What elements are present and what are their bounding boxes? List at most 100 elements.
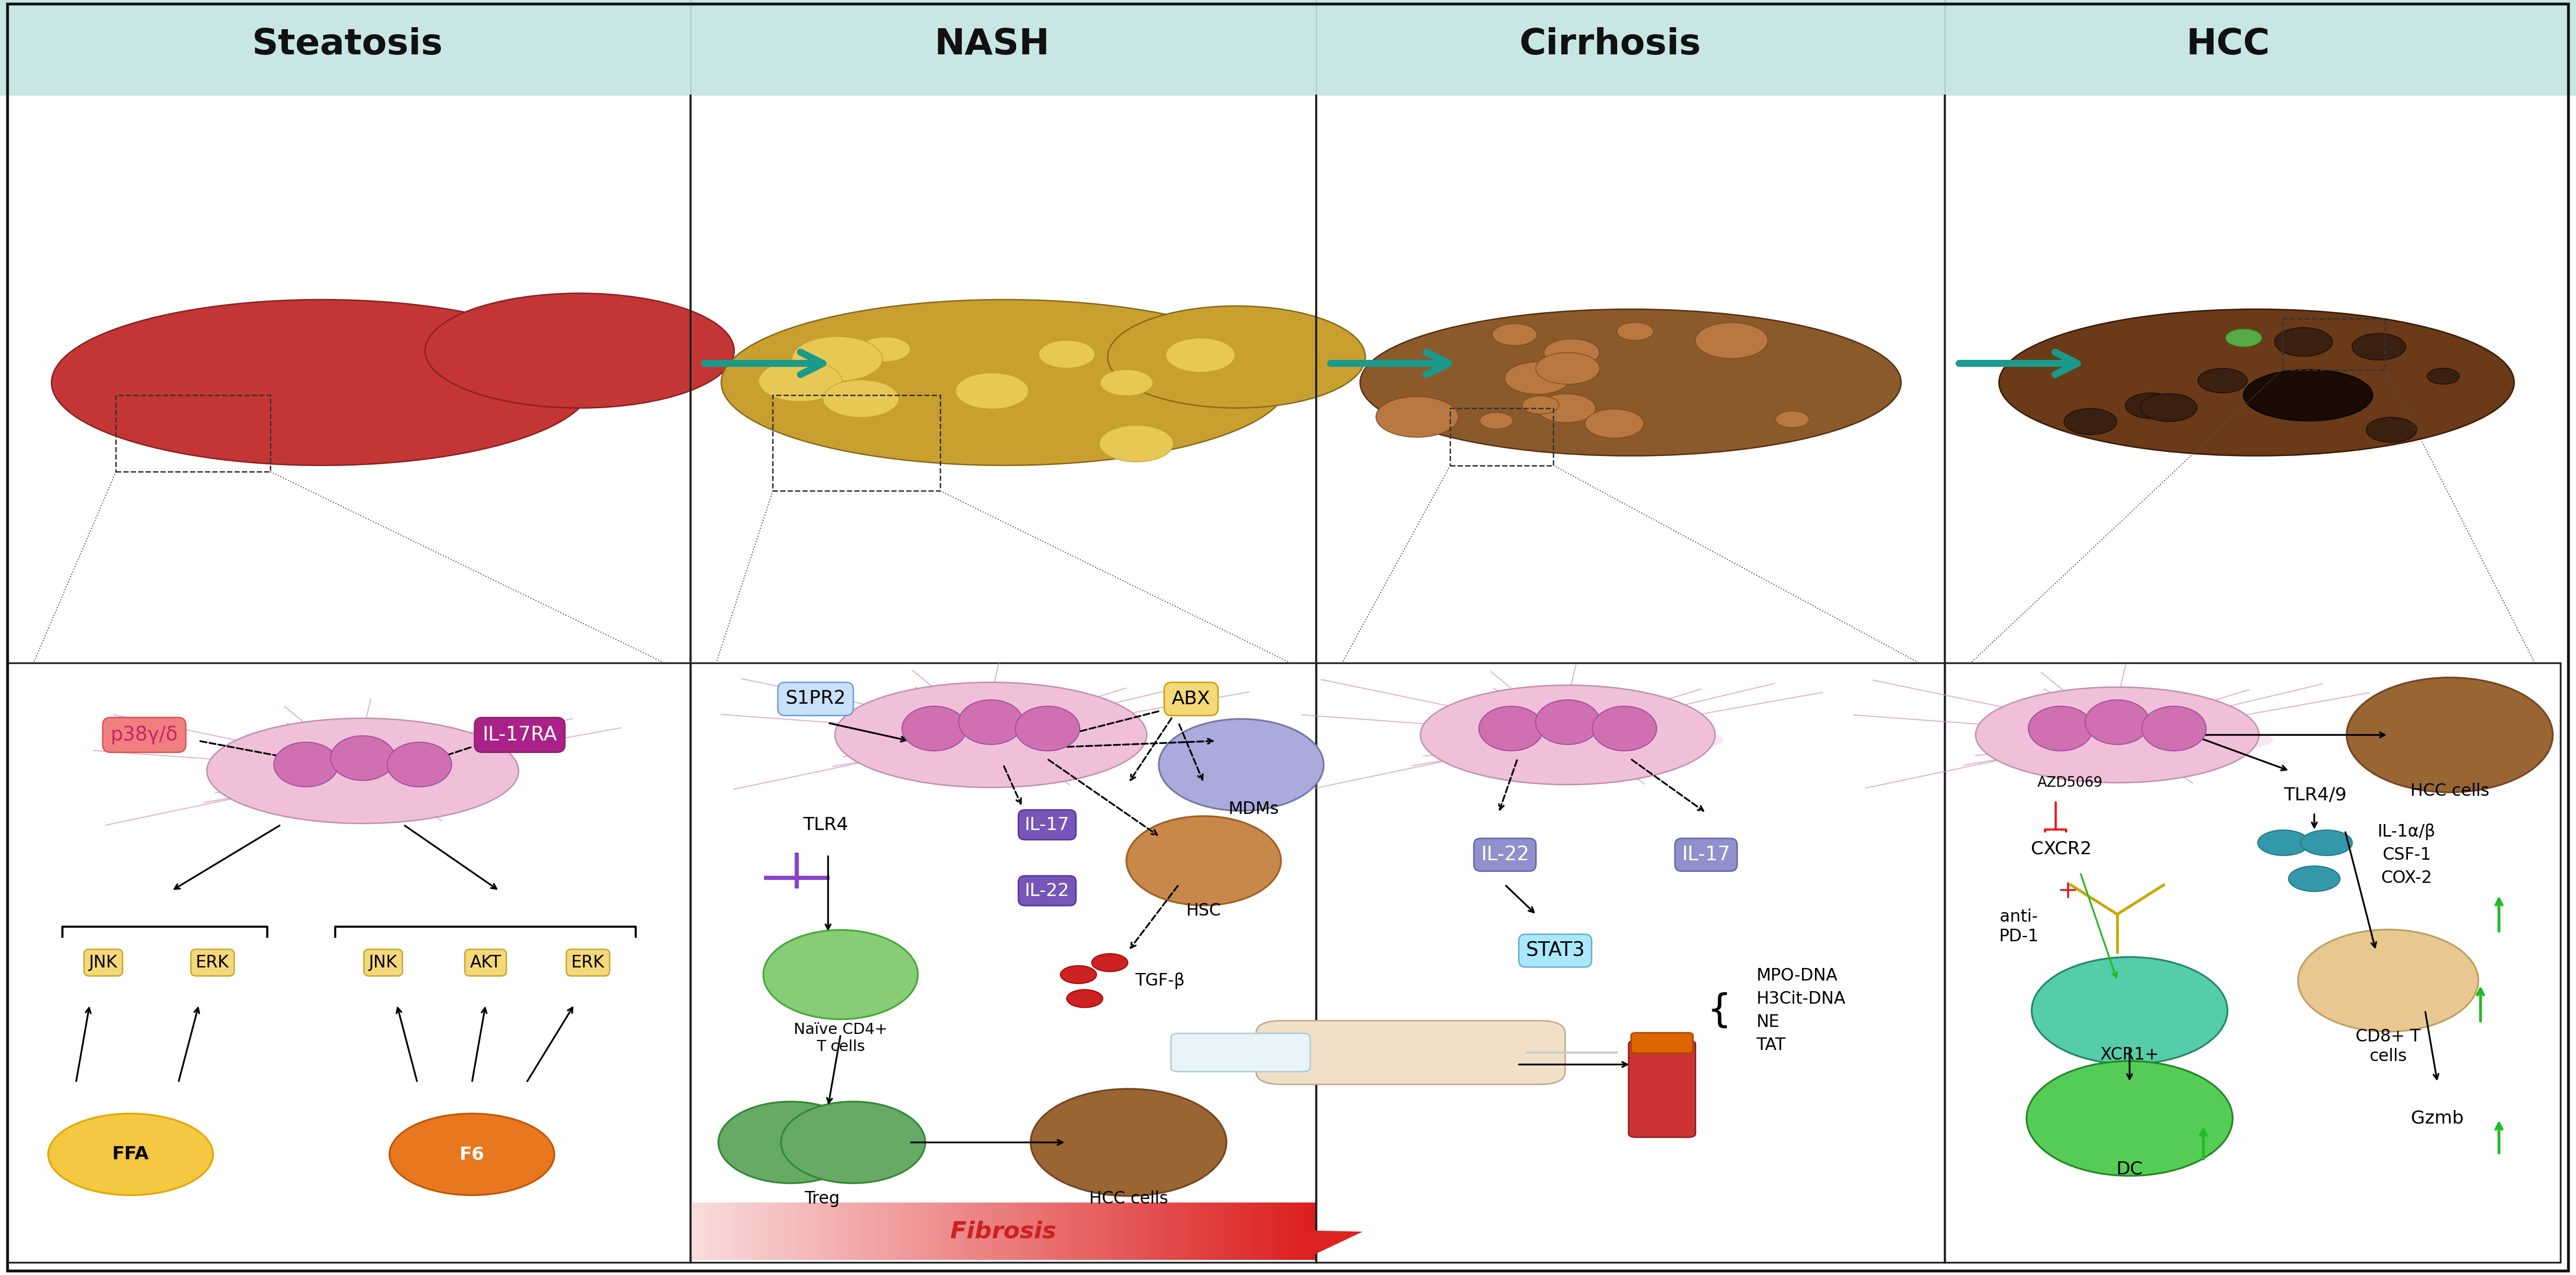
Bar (734, 1202, 737, 1260)
Ellipse shape (2084, 700, 2148, 745)
Bar (853, 1202, 858, 1260)
Bar (1262, 1202, 1265, 1260)
Bar (809, 1202, 814, 1260)
Text: Steatosis: Steatosis (252, 27, 443, 62)
Bar (1198, 1202, 1200, 1260)
Circle shape (791, 337, 884, 381)
Bar (943, 1202, 945, 1260)
Ellipse shape (2045, 718, 2092, 734)
Ellipse shape (1030, 1089, 1226, 1196)
Bar (819, 1202, 822, 1260)
Text: NASH: NASH (935, 27, 1048, 62)
Bar (724, 1202, 729, 1260)
Circle shape (1522, 395, 1558, 414)
Bar (837, 1202, 842, 1260)
Bar (1226, 1202, 1229, 1260)
Bar (1278, 1202, 1283, 1260)
Text: Treg: Treg (804, 1191, 840, 1207)
Bar (1136, 1202, 1141, 1260)
Ellipse shape (781, 1102, 925, 1183)
Ellipse shape (1159, 719, 1324, 811)
Text: JNK: JNK (368, 954, 397, 972)
Bar (974, 1202, 976, 1260)
Ellipse shape (762, 929, 917, 1019)
Bar (842, 1202, 845, 1260)
Bar (876, 1202, 878, 1260)
Bar (778, 1202, 781, 1260)
Bar (1208, 1202, 1213, 1260)
Bar (744, 1202, 747, 1260)
Bar (845, 1202, 848, 1260)
FancyBboxPatch shape (1631, 1033, 1692, 1053)
Ellipse shape (350, 768, 412, 788)
Bar (804, 1202, 806, 1260)
Ellipse shape (2141, 706, 2205, 751)
Bar (1180, 1202, 1185, 1260)
Ellipse shape (2027, 706, 2092, 751)
Ellipse shape (2032, 958, 2228, 1065)
Bar (948, 1202, 951, 1260)
Ellipse shape (2192, 740, 2254, 754)
Circle shape (1100, 426, 1172, 462)
Bar (1064, 1202, 1069, 1260)
Bar (729, 1202, 732, 1260)
Ellipse shape (721, 300, 1288, 465)
Circle shape (1376, 397, 1458, 437)
Ellipse shape (902, 706, 966, 751)
Bar (1051, 1202, 1056, 1260)
Ellipse shape (1623, 729, 1723, 750)
Circle shape (1504, 362, 1569, 394)
Circle shape (822, 380, 899, 417)
Bar (1154, 1202, 1157, 1260)
Ellipse shape (394, 738, 479, 759)
Bar (775, 1202, 778, 1260)
Bar (1121, 1202, 1126, 1260)
Bar (714, 1202, 716, 1260)
Bar (987, 1202, 989, 1260)
Ellipse shape (2187, 740, 2241, 757)
Bar (757, 1202, 760, 1260)
Ellipse shape (1592, 706, 1656, 751)
Text: IL-17: IL-17 (1682, 845, 1731, 864)
Bar (1265, 1202, 1270, 1260)
Ellipse shape (1999, 310, 2514, 456)
FancyBboxPatch shape (1172, 1033, 1311, 1071)
Bar (770, 1202, 773, 1260)
Bar (799, 1202, 801, 1260)
Bar (1061, 1202, 1064, 1260)
Ellipse shape (2244, 370, 2372, 421)
Bar (1033, 1202, 1036, 1260)
Bar (1131, 1202, 1133, 1260)
Bar (737, 1202, 742, 1260)
Bar (1221, 1202, 1226, 1260)
Bar (806, 1202, 809, 1260)
Ellipse shape (291, 754, 337, 771)
Text: MDMs: MDMs (1229, 801, 1280, 817)
Bar (951, 1202, 956, 1260)
Text: FFA: FFA (113, 1146, 149, 1163)
Bar (781, 1202, 786, 1260)
Circle shape (1618, 323, 1654, 340)
Bar (992, 1202, 994, 1260)
Bar (1216, 1202, 1218, 1260)
Circle shape (2427, 368, 2460, 384)
Bar (1945, 663, 2561, 1262)
Text: XCR1+: XCR1+ (2099, 1047, 2159, 1063)
Ellipse shape (2027, 1061, 2233, 1176)
Bar (706, 1202, 708, 1260)
Text: Naïve CD4+
T cells: Naïve CD4+ T cells (793, 1023, 889, 1054)
Bar (1118, 1202, 1121, 1260)
Ellipse shape (1061, 740, 1113, 757)
Bar (1105, 1202, 1108, 1260)
Text: HCC: HCC (2187, 27, 2269, 62)
Bar (2282, 319, 2385, 370)
Bar (708, 1202, 714, 1260)
Circle shape (2226, 329, 2262, 347)
Circle shape (1492, 324, 1538, 346)
Bar (1079, 1202, 1084, 1260)
Bar (721, 1202, 724, 1260)
Bar (1190, 1202, 1193, 1260)
Bar (894, 1202, 899, 1260)
Bar (1056, 1202, 1059, 1260)
Bar (1162, 1202, 1164, 1260)
